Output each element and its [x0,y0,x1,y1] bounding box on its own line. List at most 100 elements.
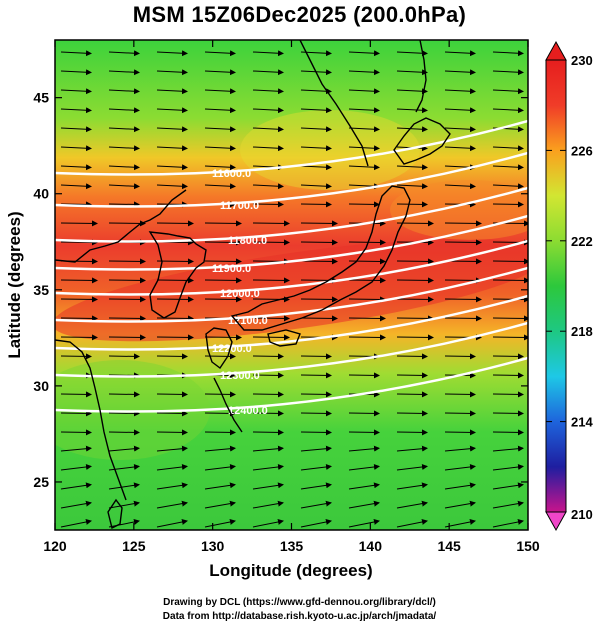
wind-vector [204,296,242,303]
wind-vector [300,126,332,133]
wind-vector [60,353,92,360]
wind-vector [492,88,524,95]
wind-vector [252,88,284,95]
wind-vector [252,69,284,76]
wind-vector [300,315,338,322]
wind-vector [348,482,380,490]
wind-vector [252,464,284,471]
x-tick-label: 135 [280,538,304,554]
wind-vector [252,220,290,227]
wind-vector [492,500,524,509]
wind-vector [396,464,428,471]
contour-label: 11700.0 [220,200,259,212]
wind-vector [60,482,92,490]
wind-vector [492,107,524,114]
wind-vector [60,445,92,452]
wind-vector [204,500,236,509]
wind-vector [300,258,338,265]
wind-vector [492,353,524,360]
height-contour [55,214,528,271]
wind-vector [492,69,524,76]
wind-vector [156,69,188,76]
wind-vector [444,519,476,528]
wind-vector [156,500,188,509]
wind-vector [492,315,528,322]
y-tick-label: 40 [33,186,49,202]
wind-vector [348,239,386,246]
wind-vector [60,500,92,509]
x-tick-label: 145 [437,538,461,554]
wind-vector [396,201,428,208]
wind-vector [396,164,428,171]
wind-vector [396,519,428,528]
colorbar: 230 226 222 218 214 210 [545,40,593,532]
wind-vector [156,519,188,528]
wind-vector [204,69,236,76]
contour-label: 12000.0 [220,288,260,300]
wind-vector [60,88,92,95]
wind-vector [60,201,92,208]
y-tick-label: 25 [33,474,49,490]
wind-vector [444,183,476,190]
wind-vector [108,519,140,528]
wind-vector [60,107,92,114]
wind-vector [396,183,428,190]
wind-vector [492,258,528,265]
wind-vector [348,69,380,76]
wind-vector [348,126,380,133]
wind-vector [60,220,98,227]
wind-vector [300,353,332,360]
wind-vector [204,145,236,152]
colorbar-tick-label: 210 [571,507,593,522]
contour-label: 12300.0 [220,370,260,382]
wind-vector [60,429,92,436]
wind-vector [156,445,188,452]
wind-vector [300,88,332,95]
y-axis-label: Latitude (degrees) [5,211,24,358]
wind-vector [108,88,140,95]
colorbar-lower-triangle [545,511,567,532]
coastline-kyushu [205,327,233,370]
wind-vector [156,50,188,57]
wind-vector [108,164,140,171]
wind-vector [492,464,524,471]
wind-vector [108,296,146,303]
contour-label: 11600.0 [212,168,251,180]
height-contour [55,356,528,413]
wind-vector [252,519,284,528]
wind-vector [156,164,188,171]
coastline-taiwan [107,498,123,530]
wind-vector [300,464,332,471]
wind-vector [252,482,284,490]
wind-vector [204,429,236,436]
wind-vector [348,145,380,152]
wind-vector [204,164,236,171]
wind-vector [348,88,380,95]
wind-vector [348,296,386,303]
wind-vector [396,482,428,490]
wind-vector [156,391,188,398]
wind-vector [108,353,140,360]
wind-vector [300,445,332,452]
colorbar-tick-label: 230 [571,53,593,68]
wind-vector [156,315,194,322]
wind-vector [396,410,428,417]
height-contour [55,266,528,323]
wind-vector [204,183,236,190]
wind-vector [60,519,92,528]
wind-vector [60,315,98,322]
wind-vector [396,315,434,322]
wind-vector [156,126,188,133]
wind-vector [108,464,140,471]
wind-vector [60,239,98,246]
wind-vector [348,519,380,528]
wind-vector [348,107,380,114]
wind-vector [108,482,140,490]
wind-vector [492,482,524,490]
wind-vector [108,201,140,208]
wind-vector [204,445,236,452]
wind-vector [348,201,380,208]
x-axis-label: Longitude (degrees) [209,561,372,580]
wind-vector [156,334,194,341]
height-contour [55,186,528,243]
